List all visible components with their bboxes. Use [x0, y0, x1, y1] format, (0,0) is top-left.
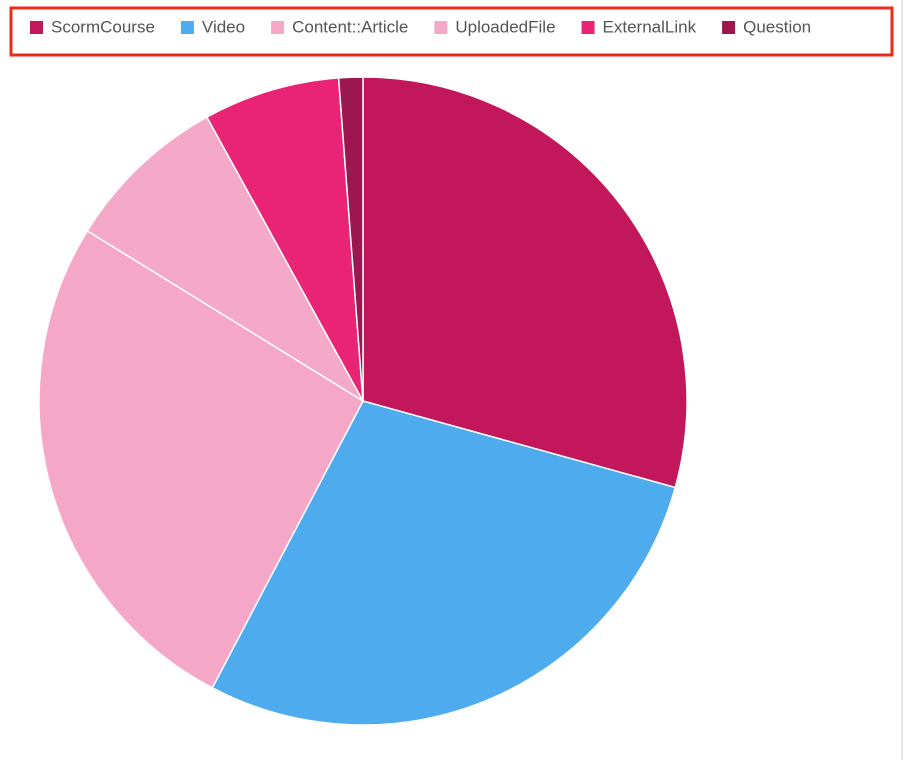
pie-slice [86, 116, 366, 404]
legend-swatch [434, 21, 448, 34]
legend-swatch [30, 21, 43, 34]
legend-label: Content::Article [292, 17, 408, 36]
legend-swatch [180, 21, 194, 34]
pie-slice [211, 400, 677, 726]
legend-swatch [271, 21, 285, 34]
legend-swatch [581, 21, 595, 34]
legend-label: ExternalLink [603, 17, 697, 36]
legend-swatch [722, 21, 736, 34]
pie-slice [38, 229, 364, 689]
legend-label: UploadedFile [455, 17, 555, 36]
legend-label: Question [743, 17, 811, 36]
pie-slice [205, 77, 364, 402]
pie-slice [362, 76, 688, 489]
legend-label: ScormCourse [51, 17, 155, 36]
legend-label: Video [202, 17, 245, 36]
pie-slice [337, 76, 364, 402]
legend-frame [9, 6, 894, 57]
